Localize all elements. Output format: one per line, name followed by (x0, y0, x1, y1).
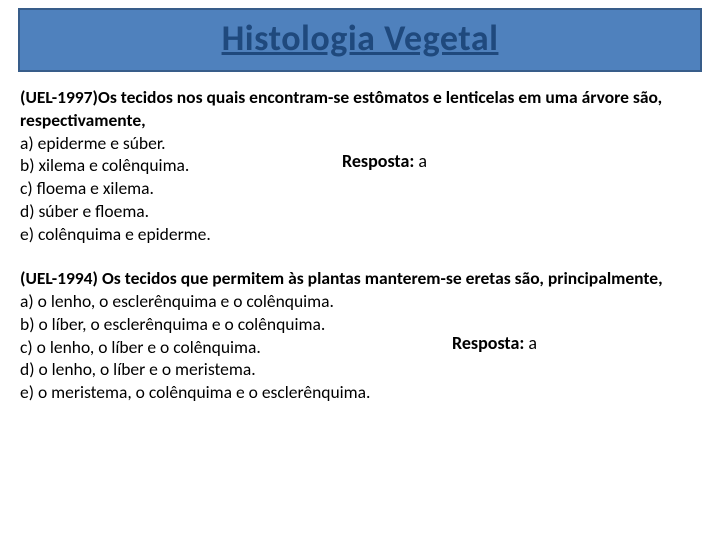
q2-answer-value: a (528, 332, 537, 354)
q2-option-d: d) o lenho, o líber e o meristema. (20, 358, 700, 381)
q1-answer-value: a (418, 150, 427, 172)
question-2: (UEL-1994) Os tecidos que permitem às pl… (20, 267, 700, 404)
question-1: (UEL-1997)Os tecidos nos quais encontram… (20, 86, 700, 245)
q2-answer-label: Resposta: (452, 332, 528, 354)
q1-answer-label: Resposta: (342, 150, 418, 172)
page-title: Histologia Vegetal (222, 16, 499, 60)
q1-option-c: c) floema e xilema. (20, 177, 700, 200)
q1-answer: Resposta: a (342, 150, 427, 173)
q2-option-a: a) o lenho, o esclerênquima e o colênqui… (20, 290, 700, 313)
title-banner: Histologia Vegetal (18, 8, 702, 72)
content-area: (UEL-1997)Os tecidos nos quais encontram… (20, 86, 700, 404)
q2-answer: Resposta: a (452, 332, 537, 355)
q2-option-b: b) o líber, o esclerênquima e o colênqui… (20, 313, 700, 336)
q2-stem: (UEL-1994) Os tecidos que permitem às pl… (20, 267, 663, 289)
q2-option-c: c) o lenho, o líber e o colênquima. (20, 336, 700, 359)
q1-stem: (UEL-1997)Os tecidos nos quais encontram… (20, 86, 662, 131)
q1-option-e: e) colênquima e epiderme. (20, 223, 700, 246)
q1-option-d: d) súber e floema. (20, 200, 700, 223)
q2-option-e: e) o meristema, o colênquima e o esclerê… (20, 381, 700, 404)
